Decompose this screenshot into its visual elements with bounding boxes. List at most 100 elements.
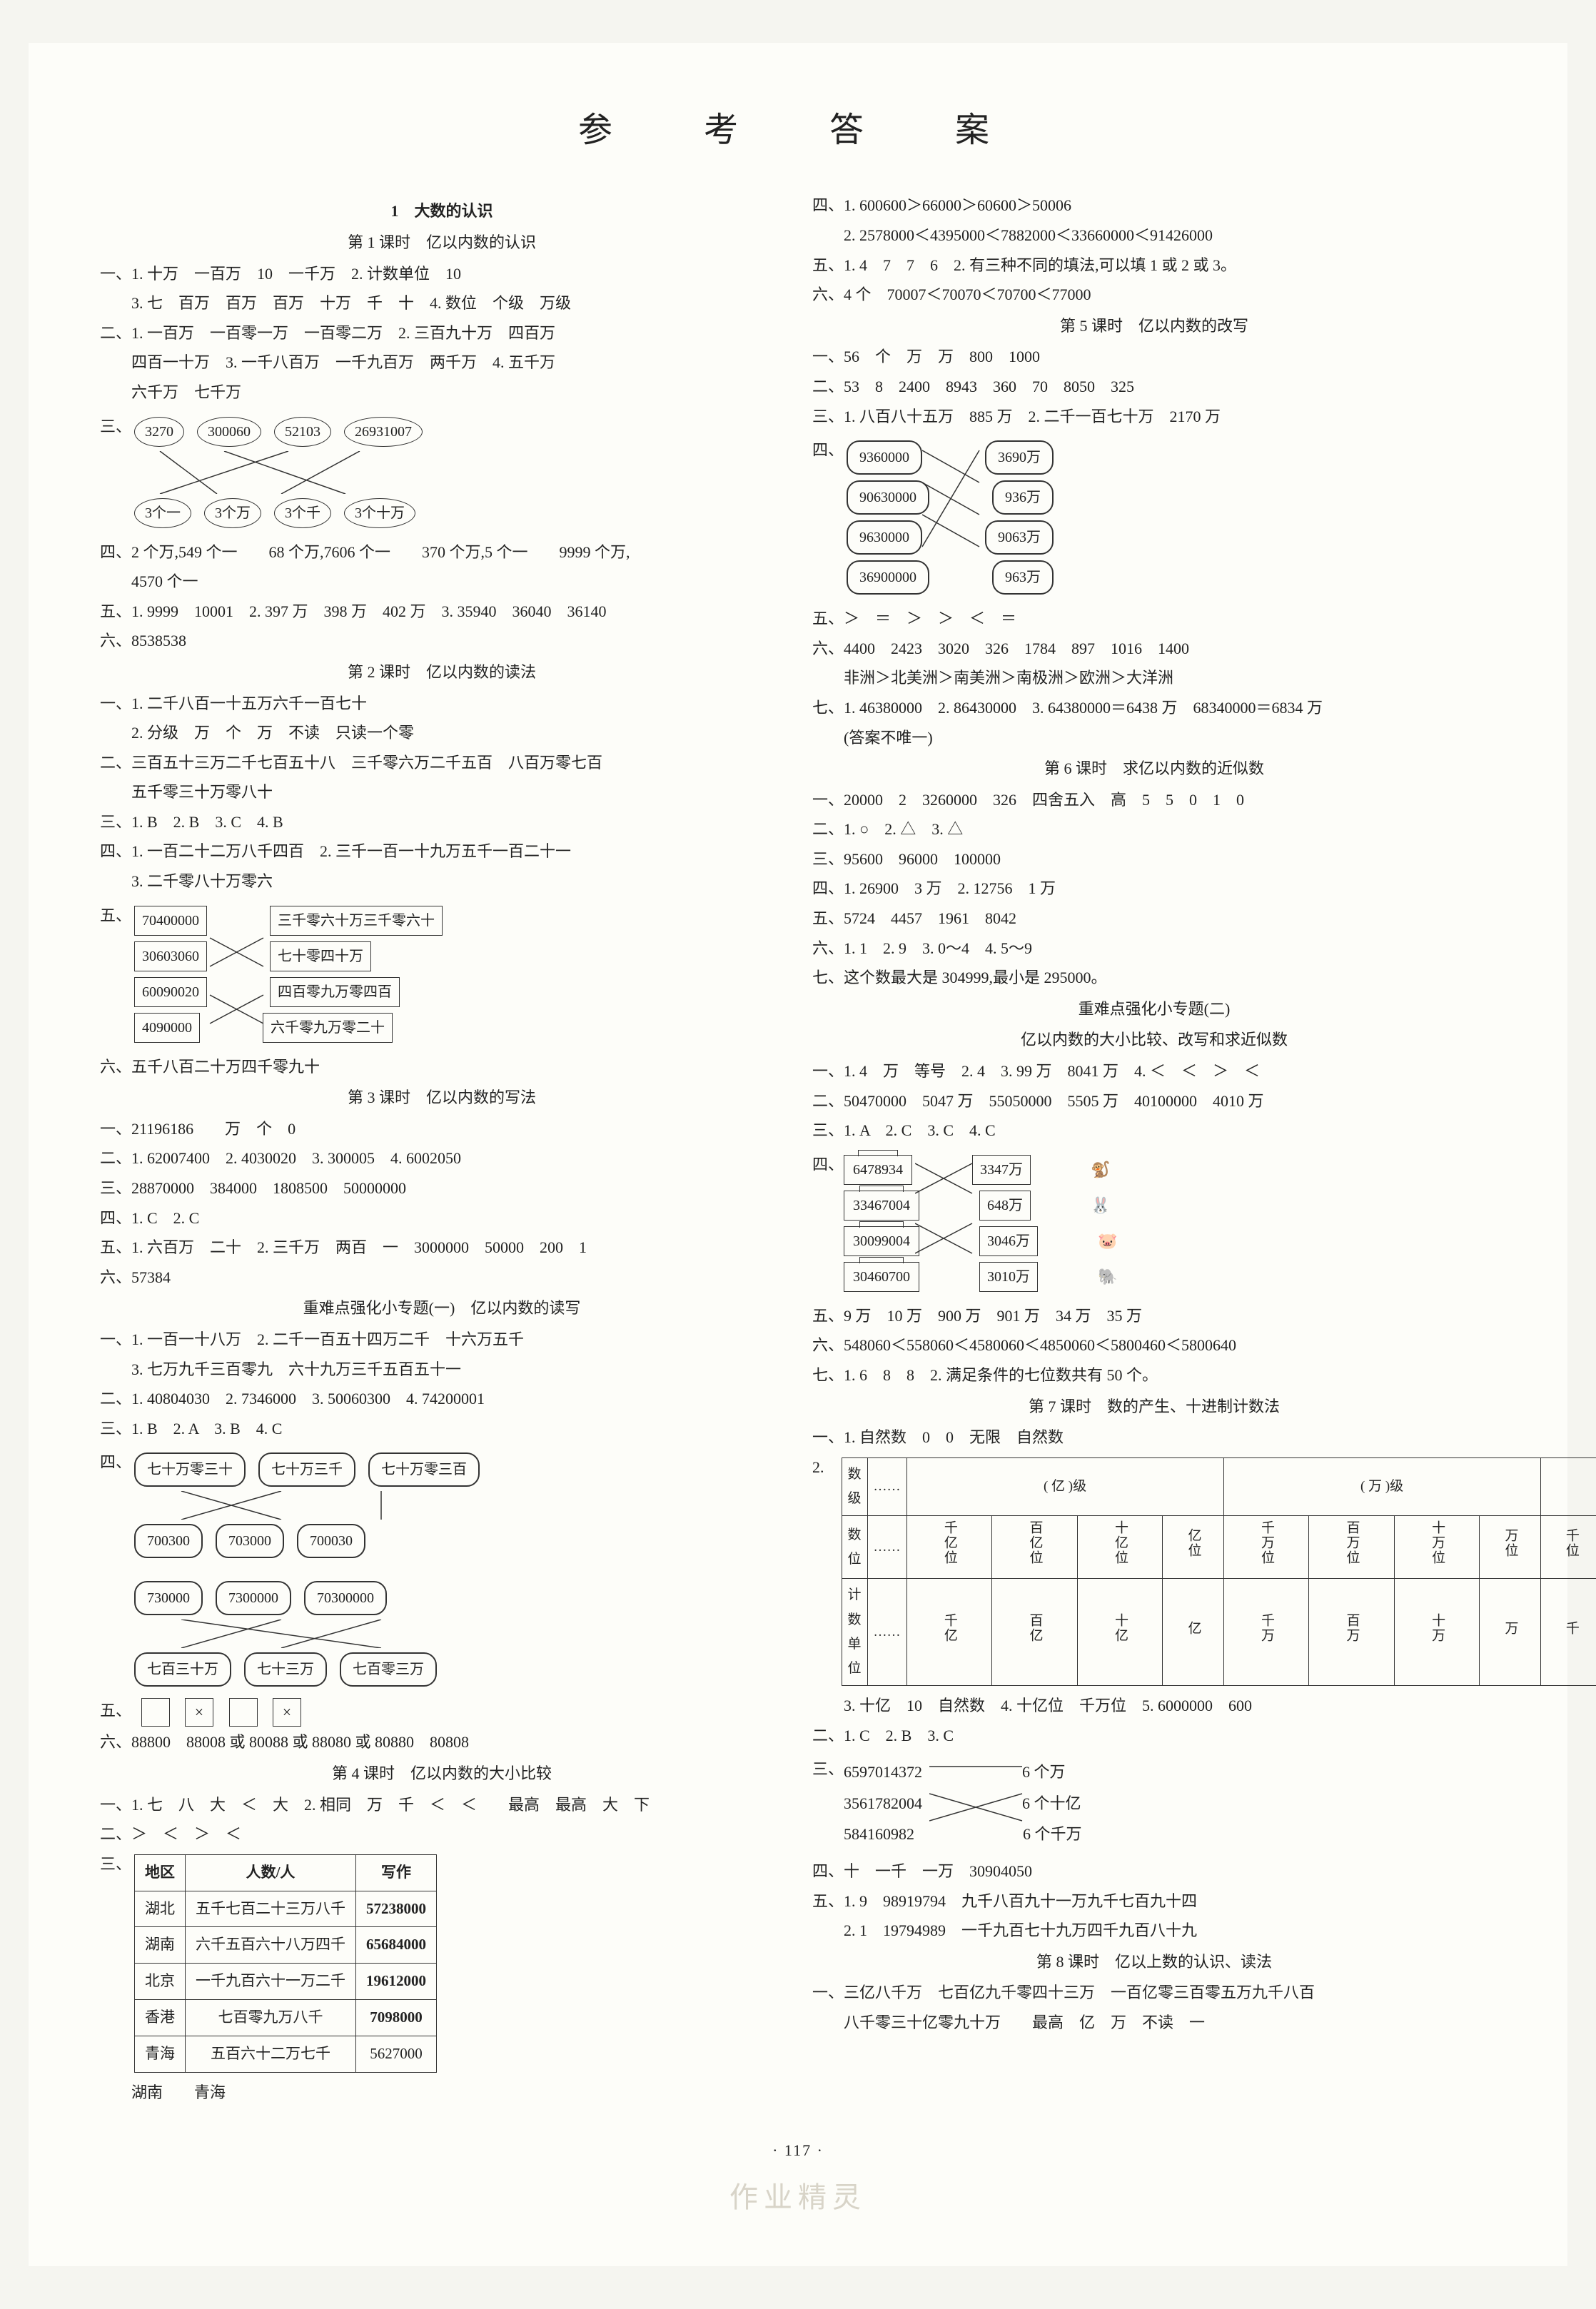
num: 3561782004 — [844, 1789, 922, 1818]
lesson-title: 第 6 课时 求亿以内数的近似数 — [812, 754, 1496, 783]
answer-line: 六、57384 — [100, 1263, 784, 1292]
answer-page: 参 考 答 案 1 大数的认识 第 1 课时 亿以内数的认识 一、1. 十万 一… — [29, 43, 1567, 2266]
bubble: 3个万 — [204, 498, 261, 528]
th: 数位 — [842, 1516, 867, 1579]
cloud: 36900000 — [847, 560, 929, 595]
animal-icon: 🐘 — [1098, 1263, 1117, 1291]
lesson-title: 第 1 课时 亿以内数的认识 — [100, 228, 784, 257]
td: 湖南 — [135, 1927, 186, 1964]
td: 亿位 — [1181, 1528, 1205, 1558]
answer-line: 一、1. 十万 一百万 10 一千万 2. 计数单位 10 — [100, 260, 784, 288]
animal-icon: 🐷 — [1098, 1227, 1117, 1255]
lesson-title: 第 2 课时 亿以内数的读法 — [100, 658, 784, 687]
page-title: 参 考 答 案 — [100, 100, 1496, 161]
box: 33467004 — [844, 1191, 919, 1221]
answer-line: 二、50470000 5047 万 55050000 5505 万 401000… — [812, 1087, 1496, 1116]
checkbox — [141, 1698, 170, 1727]
answer-line: 三、28870000 384000 1808500 50000000 — [100, 1174, 784, 1203]
answer-line: 四、1. 600600＞66000＞60600＞50006 — [812, 191, 1496, 220]
box: 30460700 — [844, 1262, 919, 1292]
cloud: 963万 — [992, 560, 1054, 595]
td: 千 — [1559, 1621, 1583, 1636]
bubble: 3270 — [134, 417, 184, 447]
td: 七百零九万八千 — [186, 1999, 356, 2036]
box: 30603060 — [134, 941, 207, 971]
td: 万 — [1497, 1621, 1522, 1636]
td: 5627000 — [356, 2036, 437, 2072]
cloud: 七十万三千 — [258, 1452, 355, 1487]
answer-line: 二、1. 40804030 2. 7346000 3. 50060300 4. … — [100, 1385, 784, 1413]
td: 五百六十二万七千 — [186, 2036, 356, 2072]
bubble: 300060 — [197, 417, 261, 447]
box: 七十零四十万 — [270, 941, 371, 971]
td: 香港 — [135, 1999, 186, 2036]
matching-diagram-1: 三、 3270 300060 52103 26931007 — [128, 413, 784, 532]
cloud: 七十万零三百 — [368, 1452, 480, 1487]
th: 计数单位 — [842, 1579, 867, 1686]
th: 数级 — [842, 1457, 867, 1515]
td: 千万 — [1254, 1613, 1278, 1643]
answer-line: 一、56 个 万 万 800 1000 — [812, 343, 1496, 371]
lesson-title: 第 7 课时 数的产生、十进制计数法 — [812, 1393, 1496, 1421]
cloud: 700300 — [134, 1524, 203, 1558]
two-column-layout: 1 大数的认识 第 1 课时 亿以内数的认识 一、1. 十万 一百万 10 一千… — [100, 190, 1496, 2108]
answer-line: 六、548060＜558060＜4580060＜4850060＜5800460＜… — [812, 1331, 1496, 1360]
answer-line: 五、1. 9999 10001 2. 397 万 398 万 402 万 3. … — [100, 597, 784, 626]
checkbox-row: 五、 × × — [100, 1697, 784, 1727]
answer-line: 六、4 个 70007＜70070＜70700＜77000 — [812, 281, 1496, 309]
box: 六千零九万零二十 — [263, 1013, 393, 1043]
box: 30099004 — [844, 1226, 919, 1256]
td: 千亿 — [937, 1613, 961, 1643]
box: 3010万 — [979, 1262, 1038, 1292]
cloud: 七百三十万 — [134, 1652, 231, 1687]
answer-line: 4570 个一 — [100, 567, 784, 596]
td: 十亿 — [1108, 1613, 1132, 1643]
matching-diagram-2: 五、 70400000 三千零六十万三千零六十 30603060 七十零四十万 … — [128, 901, 784, 1047]
cross-lines-icon — [131, 1620, 445, 1648]
matching-diagram-6: 四、 64789343347万🐒 33467004648万🐰 300990043… — [841, 1151, 1496, 1296]
td: ( 亿 )级 — [906, 1457, 1223, 1515]
place-value-table: 数级 …… ( 亿 )级 ( 万 )级 个 级 计数单位 十 数位 …… 千亿位… — [842, 1457, 1596, 1686]
answer-line: 二、1. 一百万 一百零一万 一百零二万 2. 三百九十万 四百万 — [100, 319, 784, 348]
answer-line: 一、1. 自然数 0 0 无限 自然数 — [812, 1423, 1496, 1452]
bubble: 26931007 — [344, 417, 423, 447]
td: …… — [867, 1457, 906, 1515]
cloud: 700030 — [297, 1524, 365, 1558]
checkbox: × — [185, 1698, 213, 1727]
cloud: 70300000 — [304, 1581, 387, 1615]
answer-line: 湖南 青海 — [100, 2078, 784, 2107]
answer-line: 二、1. 62007400 2. 4030020 3. 300005 4. 60… — [100, 1144, 784, 1173]
box: 648万 — [979, 1191, 1031, 1221]
matching-diagram-7: 三、 65970143726 个万 35617820046 个十亿 584160… — [841, 1755, 1496, 1851]
bubble: 3个千 — [274, 498, 331, 528]
checkbox — [229, 1698, 258, 1727]
answer-line: 一、1. 二千八百一十五万六千一百七十 — [100, 689, 784, 718]
td: 十亿位 — [1108, 1520, 1132, 1565]
td: 六千五百六十八万四千 — [186, 1927, 356, 1964]
answer-line: 二、53 8 2400 8943 360 70 8050 325 — [812, 373, 1496, 401]
td: 一千九百六十一万二千 — [186, 1964, 356, 2000]
lesson-title: 第 4 课时 亿以内数的大小比较 — [100, 1759, 784, 1788]
box: 四百零九万零四百 — [270, 977, 400, 1007]
answer-line: (答案不唯一) — [812, 724, 1496, 752]
td: 五千七百二十三万八千 — [186, 1891, 356, 1927]
answer-line: 七、1. 6 8 8 2. 满足条件的七位数共有 50 个。 — [812, 1361, 1496, 1390]
answer-line: 四、1. C 2. C — [100, 1204, 784, 1233]
label: 6 个十亿 — [1022, 1789, 1081, 1818]
answer-line: 六、1. 1 2. 9 3. 0～4 4. 5～9 — [812, 934, 1496, 963]
cloud: 3690万 — [985, 440, 1054, 475]
answer-line: 六、4400 2423 3020 326 1784 897 1016 1400 — [812, 635, 1496, 663]
td: 百万位 — [1339, 1520, 1363, 1565]
answer-line: 二、＞ ＜ ＞ ＜ — [100, 1820, 784, 1849]
answer-line: 2. 2578000＜4395000＜7882000＜33660000＜9142… — [812, 221, 1496, 250]
special-title: 重难点强化小专题(一) 亿以内数的读写 — [100, 1294, 784, 1323]
cloud: 90630000 — [847, 480, 929, 515]
answer-line: 五、1. 9 98919794 九千八百九十一万九千七百九十四 — [812, 1887, 1496, 1916]
answer-line: 2. 1 19794989 一千九百七十九万四千九百八十九 — [812, 1916, 1496, 1945]
matching-diagram-5: 四、 93600003690万 90630000936万 96300009063… — [841, 436, 1496, 599]
animal-icon: 🐒 — [1091, 1156, 1110, 1184]
cross-lines-icon — [131, 1491, 445, 1520]
answer-line: 五、1. 4 7 7 6 2. 有三种不同的填法,可以填 1 或 2 或 3。 — [812, 251, 1496, 280]
answer-line: 3. 十亿 10 自然数 4. 十亿位 千万位 5. 6000000 600 — [812, 1692, 1496, 1720]
td: 湖北 — [135, 1891, 186, 1927]
